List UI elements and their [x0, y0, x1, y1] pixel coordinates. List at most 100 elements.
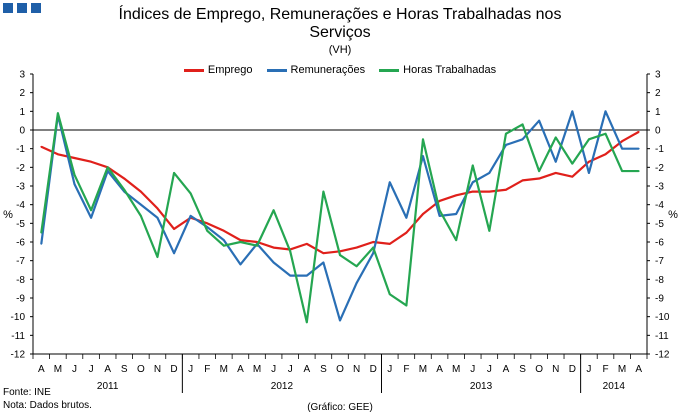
data-point-emprego: [422, 213, 424, 215]
data-point-remuneracoes: [272, 261, 275, 264]
data-point-emprego: [521, 179, 524, 182]
y-tick-label-left: -5: [16, 219, 25, 230]
data-point-remuneracoes: [455, 213, 458, 215]
data-point-emprego: [90, 160, 92, 163]
x-tick-label: A: [503, 364, 510, 375]
x-tick-label: O: [535, 364, 543, 375]
chart-credit: (Gráfico: GEE): [307, 402, 373, 413]
x-tick-label: M: [419, 364, 427, 375]
data-point-emprego: [40, 145, 43, 148]
year-label: 2014: [603, 381, 626, 392]
data-point-horas-trabalhadas: [189, 192, 192, 195]
x-tick-label: D: [569, 364, 576, 375]
data-point-horas-trabalhadas: [139, 214, 142, 217]
x-tick-label: S: [121, 364, 128, 375]
y-tick-label-right: -1: [655, 144, 664, 155]
data-point-emprego: [588, 160, 590, 163]
data-point-horas-trabalhadas: [272, 209, 275, 212]
data-point-horas-trabalhadas: [222, 244, 225, 247]
data-point-remuneracoes: [538, 119, 541, 122]
data-point-remuneracoes: [604, 110, 607, 113]
data-point-emprego: [222, 229, 225, 232]
data-point-horas-trabalhadas: [554, 136, 557, 139]
data-point-emprego: [372, 241, 375, 243]
year-label: 2012: [271, 381, 294, 392]
data-point-horas-trabalhadas: [40, 231, 43, 234]
y-tick-label-right: -8: [655, 275, 664, 286]
data-point-emprego: [173, 228, 175, 230]
y-tick-label-right: 1: [655, 107, 661, 118]
data-point-remuneracoes: [488, 172, 491, 174]
data-point-remuneracoes: [139, 203, 142, 206]
data-point-remuneracoes: [621, 147, 624, 150]
data-point-emprego: [455, 194, 458, 197]
data-point-emprego: [488, 190, 491, 193]
y-axis-label-left: %: [3, 209, 13, 221]
y-tick-label-left: -6: [16, 238, 25, 249]
data-point-emprego: [322, 252, 325, 255]
data-point-horas-trabalhadas: [206, 229, 209, 232]
data-point-remuneracoes: [438, 214, 441, 217]
data-point-horas-trabalhadas: [322, 190, 325, 193]
x-tick-label: A: [436, 364, 443, 375]
y-tick-label-right: -5: [655, 219, 664, 230]
y-tick-label-right: 0: [655, 126, 661, 137]
y-tick-label-left: -8: [16, 275, 25, 286]
y-tick-label-right: 3: [655, 70, 661, 81]
data-point-remuneracoes: [355, 282, 358, 284]
y-tick-label-left: -10: [11, 312, 26, 323]
data-point-emprego: [355, 246, 358, 249]
y-tick-label-left: -2: [16, 163, 25, 174]
data-point-remuneracoes: [571, 110, 574, 113]
data-point-horas-trabalhadas: [56, 112, 59, 115]
x-tick-label: J: [72, 364, 77, 375]
data-point-horas-trabalhadas: [289, 250, 292, 253]
x-tick-label: O: [336, 364, 344, 375]
data-point-remuneracoes: [222, 239, 225, 242]
x-tick-label: O: [137, 364, 145, 375]
data-point-remuneracoes: [339, 319, 341, 322]
x-tick-label: A: [104, 364, 111, 375]
data-point-remuneracoes: [189, 214, 192, 217]
data-point-remuneracoes: [90, 216, 92, 219]
y-tick-label-right: -2: [655, 163, 664, 174]
data-point-emprego: [554, 172, 557, 174]
data-point-remuneracoes: [505, 144, 507, 146]
data-point-emprego: [405, 231, 408, 234]
data-point-horas-trabalhadas: [571, 162, 574, 165]
x-tick-label: F: [204, 364, 210, 375]
data-point-horas-trabalhadas: [505, 132, 507, 135]
data-point-emprego: [621, 140, 624, 143]
y-tick-label-right: -11: [655, 331, 669, 342]
data-point-horas-trabalhadas: [388, 293, 391, 296]
logo-square: [31, 3, 41, 13]
data-point-remuneracoes: [405, 216, 408, 219]
data-point-emprego: [56, 153, 59, 156]
y-tick-label-left: 0: [19, 126, 25, 137]
data-point-horas-trabalhadas: [488, 229, 491, 232]
data-point-remuneracoes: [521, 138, 524, 141]
y-tick-label-left: 1: [19, 107, 25, 118]
data-point-horas-trabalhadas: [372, 246, 375, 249]
data-point-emprego: [139, 190, 142, 193]
legend-swatch-remuneracoes: [266, 68, 287, 72]
x-tick-label: M: [220, 364, 228, 375]
data-point-remuneracoes: [637, 147, 640, 150]
data-point-emprego: [438, 200, 441, 202]
x-tick-label: M: [452, 364, 460, 375]
data-point-emprego: [305, 242, 308, 245]
y-tick-label-left: -4: [16, 200, 25, 211]
x-tick-label: J: [387, 364, 392, 375]
data-point-remuneracoes: [322, 261, 325, 264]
data-point-remuneracoes: [471, 181, 474, 184]
x-tick-label: N: [552, 364, 559, 375]
y-tick-label-left: -12: [11, 350, 26, 361]
data-point-emprego: [123, 177, 126, 180]
data-point-horas-trabalhadas: [256, 244, 258, 247]
year-label: 2013: [470, 381, 493, 392]
legend-item-emprego: Emprego: [183, 64, 253, 76]
data-point-remuneracoes: [40, 242, 43, 245]
data-point-emprego: [604, 153, 607, 156]
x-tick-label: J: [271, 364, 276, 375]
data-point-emprego: [388, 242, 391, 245]
